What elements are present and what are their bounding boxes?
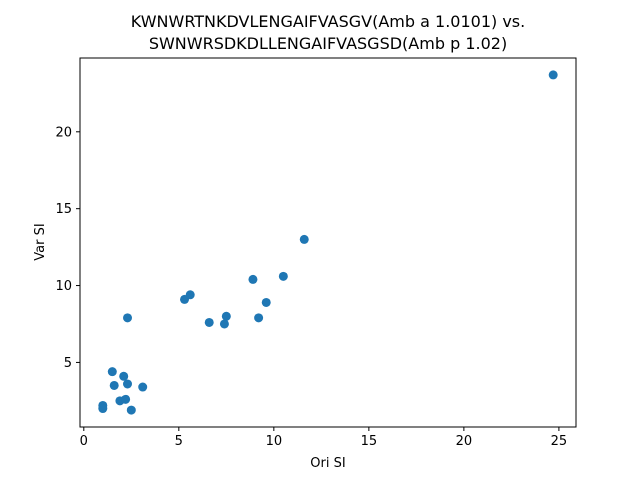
data-point	[126, 405, 136, 415]
data-point	[219, 319, 229, 329]
data-point	[123, 379, 133, 389]
x-tick-label: 5	[175, 434, 183, 449]
x-tick-label: 25	[551, 434, 568, 449]
data-point	[299, 234, 309, 244]
plot-frame	[79, 57, 577, 428]
y-axis-label: Var SI	[33, 223, 48, 260]
data-point	[109, 380, 119, 390]
data-point	[204, 317, 214, 327]
chart-title-line1: KWNWRTNKDVLENGAIFVASGV(Amb a 1.0101) vs.	[131, 12, 525, 31]
data-point	[221, 311, 231, 321]
data-point	[248, 274, 258, 284]
y-tick-label: 20	[55, 125, 72, 140]
data-point	[138, 382, 148, 392]
data-point	[185, 290, 195, 300]
y-axis-ticks: 5 10 15 20	[55, 125, 80, 371]
data-point	[121, 394, 131, 404]
data-point	[119, 371, 129, 381]
y-tick-label: 10	[55, 279, 72, 294]
x-tick-label: 0	[80, 434, 88, 449]
chart-title-line2: SWNWRSDKDLLENGAIFVASGSD(Amb p 1.02)	[149, 34, 507, 53]
y-tick-label: 5	[64, 356, 72, 371]
x-axis-ticks: 0 5 10 15 20 25	[80, 427, 568, 449]
data-point	[123, 313, 133, 323]
x-axis-label: Ori SI	[310, 456, 345, 471]
x-tick-label: 20	[456, 434, 473, 449]
x-tick-label: 10	[266, 434, 283, 449]
data-point	[261, 297, 271, 307]
data-points	[98, 70, 558, 415]
x-tick-label: 15	[361, 434, 378, 449]
data-point	[548, 70, 558, 80]
y-tick-label: 15	[55, 202, 72, 217]
data-point	[254, 313, 264, 323]
data-point	[278, 271, 288, 281]
data-point	[107, 367, 117, 377]
data-point	[98, 404, 108, 414]
